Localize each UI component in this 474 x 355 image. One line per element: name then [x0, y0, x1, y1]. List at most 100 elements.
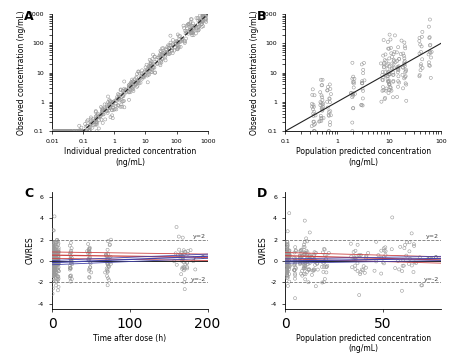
- Point: [301, 263, 309, 269]
- Point: [310, 268, 317, 274]
- Point: [196, 23, 203, 29]
- Point: [97, 113, 104, 119]
- Point: [319, 280, 326, 285]
- Point: [392, 59, 400, 65]
- Point: [94, 114, 101, 120]
- Point: [351, 91, 359, 97]
- Point: [319, 250, 327, 255]
- Point: [410, 243, 418, 249]
- Point: [386, 82, 393, 87]
- Point: [50, 128, 57, 134]
- Point: [393, 50, 401, 55]
- Point: [380, 87, 387, 93]
- Point: [66, 275, 74, 281]
- Point: [66, 243, 73, 248]
- Point: [417, 63, 425, 69]
- Point: [427, 50, 434, 56]
- Point: [283, 252, 291, 257]
- Point: [107, 103, 114, 108]
- Point: [380, 261, 388, 266]
- Point: [151, 70, 159, 76]
- Point: [91, 119, 98, 125]
- Point: [283, 249, 291, 255]
- Point: [54, 128, 62, 134]
- Point: [400, 257, 407, 263]
- Point: [284, 252, 292, 258]
- Point: [100, 111, 108, 117]
- Point: [292, 259, 300, 264]
- Point: [50, 261, 57, 266]
- Point: [93, 122, 100, 127]
- Point: [52, 128, 59, 134]
- Point: [386, 84, 394, 90]
- Point: [53, 257, 60, 263]
- Point: [379, 69, 386, 75]
- Point: [104, 261, 111, 267]
- Point: [155, 55, 162, 60]
- Point: [103, 104, 111, 109]
- Point: [135, 69, 143, 75]
- Point: [95, 126, 103, 131]
- Point: [54, 128, 61, 134]
- Point: [128, 87, 136, 92]
- Point: [53, 240, 60, 245]
- Point: [49, 246, 57, 252]
- Point: [55, 128, 63, 134]
- Point: [49, 240, 57, 246]
- Point: [73, 128, 81, 134]
- Point: [417, 49, 425, 55]
- Point: [179, 235, 187, 240]
- Point: [285, 258, 293, 264]
- Point: [53, 255, 60, 261]
- Point: [55, 268, 62, 274]
- Point: [379, 77, 386, 82]
- Point: [134, 83, 141, 88]
- Point: [384, 76, 392, 82]
- Point: [283, 268, 291, 273]
- Point: [93, 120, 101, 125]
- Point: [419, 56, 426, 62]
- Point: [135, 69, 142, 74]
- Point: [60, 128, 67, 134]
- Point: [55, 255, 62, 260]
- Point: [97, 113, 104, 119]
- Point: [134, 78, 141, 84]
- Point: [112, 101, 119, 106]
- Point: [50, 264, 58, 270]
- Point: [188, 16, 195, 22]
- Point: [380, 245, 388, 251]
- Point: [50, 254, 58, 260]
- Point: [163, 47, 170, 53]
- Point: [107, 98, 114, 104]
- Point: [130, 81, 137, 86]
- Point: [319, 269, 327, 275]
- Point: [306, 230, 314, 235]
- Point: [108, 108, 116, 113]
- Point: [67, 260, 74, 266]
- Point: [73, 128, 80, 134]
- Point: [99, 108, 106, 114]
- Point: [319, 104, 327, 110]
- Point: [184, 22, 191, 27]
- Point: [181, 286, 189, 292]
- Point: [104, 256, 112, 262]
- Point: [304, 255, 312, 260]
- Point: [125, 97, 133, 103]
- Point: [55, 262, 62, 267]
- Point: [51, 265, 59, 271]
- Point: [87, 116, 94, 122]
- Point: [380, 65, 388, 70]
- Point: [52, 256, 59, 262]
- Point: [117, 87, 124, 93]
- Point: [326, 99, 334, 105]
- Point: [283, 261, 291, 266]
- Point: [50, 245, 57, 251]
- Point: [356, 271, 364, 277]
- Point: [66, 263, 73, 268]
- Point: [387, 37, 394, 42]
- Point: [49, 263, 57, 269]
- Point: [318, 105, 326, 110]
- Point: [387, 85, 394, 91]
- Point: [349, 105, 357, 111]
- Point: [135, 77, 142, 83]
